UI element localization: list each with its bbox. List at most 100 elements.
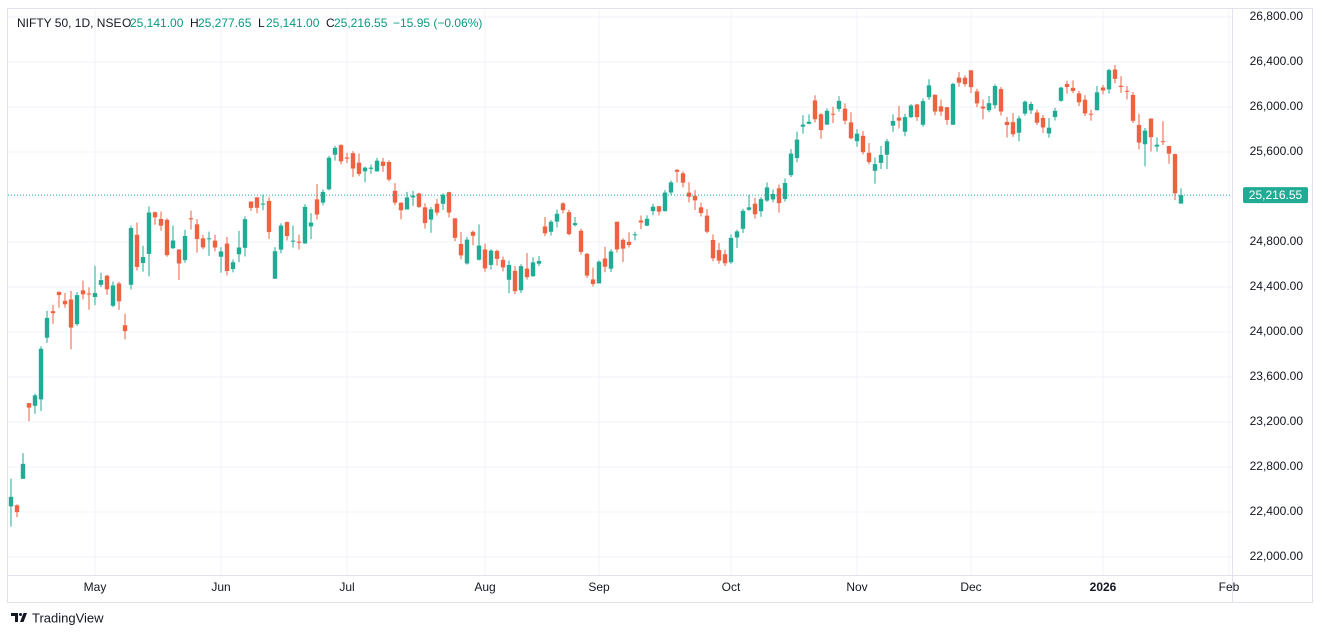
candle-body [968,70,974,88]
candle-body [926,85,932,98]
candle-body [338,145,344,162]
ohlc-legend: O25,141.00 H 25,277.65 L 25,141.00 C 25,216.55 [122,16,388,30]
candle-body [482,249,488,269]
candle-body [632,234,638,236]
candle-body [686,192,692,197]
candle-body [242,219,248,248]
candle-body [578,230,584,252]
candle-body [896,117,902,121]
legend-value: 25,141.00 [266,16,320,30]
candle-body [170,240,176,249]
candle-body [518,266,524,291]
candle-body [440,194,446,204]
candle-body [1136,124,1142,143]
candle-body [890,120,896,126]
candle-body [602,258,608,267]
candle-body [230,262,236,269]
candle-body [1058,87,1064,101]
candle-body [1004,121,1010,125]
candle-body [374,160,380,172]
candle-body [470,231,476,236]
candle-body [944,107,950,120]
candle-body [1106,70,1112,90]
candle-body [884,141,890,155]
candle-body [572,223,578,226]
candle-body [590,279,596,284]
candle-body [38,348,44,400]
candle-body [1082,99,1088,114]
candle-body [1022,101,1028,114]
candle-body [956,77,962,83]
candle-body [920,101,926,125]
candle-body [20,463,26,479]
candle-body [800,124,806,127]
candle-body [1052,110,1058,117]
candle-body [752,203,758,215]
candle-body [902,117,908,132]
candle-body [1028,103,1034,111]
candle-body [782,183,788,200]
candle-body [830,113,836,115]
candle-body [932,94,938,112]
candle-body [362,167,368,172]
candle-body [464,239,470,264]
candle-body [764,187,770,201]
y-tick-label: 24,800.00 [1250,234,1304,248]
candle-body [608,251,614,269]
candle-body [140,257,146,264]
candle-body [824,110,830,125]
candle-body [188,218,194,220]
candle-body [8,496,14,507]
candle-body [14,505,20,513]
candle-body [458,244,464,256]
y-tick-label: 26,400.00 [1250,54,1304,68]
candle-body [536,260,542,264]
legend-value: 25,216.55 [334,16,388,30]
candle-body [212,240,218,248]
brand-name: TradingView [32,610,104,625]
candle-body [218,251,224,257]
candle-body [638,220,644,223]
candle-body [914,104,920,118]
candle-body [488,250,494,265]
candle-body [410,195,416,198]
candle-body [452,218,458,238]
candle-body [596,261,602,284]
candles [8,65,1232,527]
y-tick-label: 22,000.00 [1250,549,1304,563]
x-tick-label: Nov [846,580,867,594]
candle-body [158,218,164,226]
candle-body [1070,87,1076,92]
candle-body [446,192,452,213]
candle-body [122,325,128,332]
candle-body [668,182,674,193]
candle-body [1100,87,1106,91]
candle-body [992,86,998,106]
candle-body [152,212,158,218]
candle-body [1016,118,1022,133]
grid [8,10,1232,575]
candle-body [296,241,302,243]
last-price-label: 25,216.55 [1249,188,1303,202]
candle-body [746,207,752,210]
y-tick-label: 25,600.00 [1250,144,1304,158]
symbol-title: NIFTY 50, 1D, NSE [17,16,121,30]
legend-key: L [258,16,265,30]
candle-body [398,202,404,211]
candle-body [500,259,506,268]
candle-body [476,245,482,260]
candle-body [950,83,956,125]
candle-body [704,215,710,232]
candle-body [584,253,590,276]
legend-value: 25,141.00 [130,16,184,30]
candle-body [26,403,32,408]
candle-body [650,206,656,212]
candle-body [1166,146,1172,154]
candle-body [254,197,260,208]
candle-body [434,203,440,213]
candle-body [422,207,428,224]
candle-body [266,201,272,233]
candle-body [710,239,716,259]
candle-body [248,201,254,208]
